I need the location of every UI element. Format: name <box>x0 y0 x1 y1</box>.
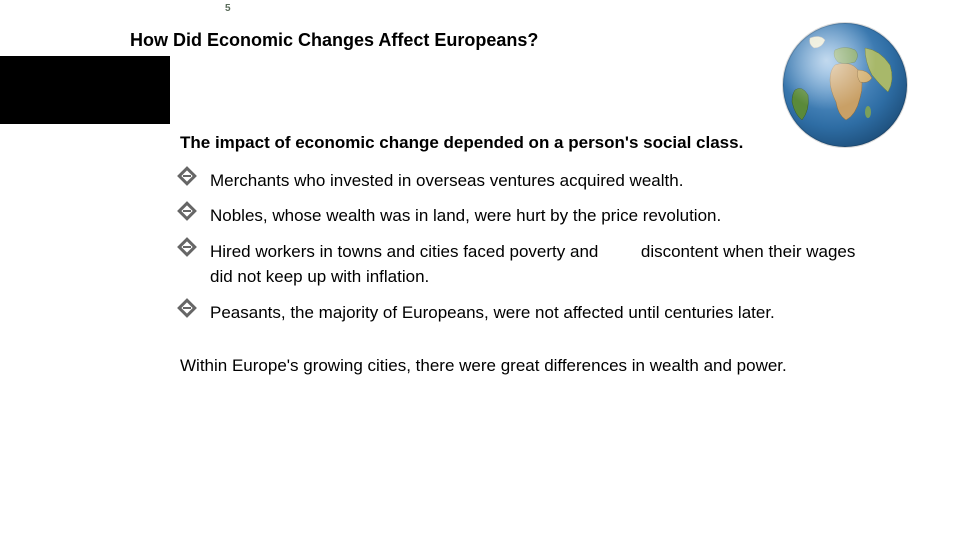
list-item: Hired workers in towns and cities faced … <box>180 239 860 290</box>
accent-bar <box>0 56 170 124</box>
page-number: 5 <box>225 3 231 14</box>
list-item: Merchants who invested in overseas ventu… <box>180 168 860 194</box>
bullet-text: Hired workers in towns and cities faced … <box>210 242 855 287</box>
list-item: Peasants, the majority of Europeans, wer… <box>180 300 860 326</box>
bullet-list: Merchants who invested in overseas ventu… <box>180 168 860 326</box>
slide-title: How Did Economic Changes Affect European… <box>130 30 538 51</box>
closing-text: Within Europe's growing cities, there we… <box>180 353 860 379</box>
intro-text: The impact of economic change depended o… <box>180 130 860 156</box>
content-area: The impact of economic change depended o… <box>180 130 860 379</box>
slide: 5 How Did Economic Changes Affect Europe… <box>0 0 960 540</box>
list-item: Nobles, whose wealth was in land, were h… <box>180 203 860 229</box>
diamond-bullet-icon <box>177 298 197 318</box>
diamond-bullet-icon <box>177 201 197 221</box>
diamond-bullet-icon <box>177 237 197 257</box>
bullet-text: Peasants, the majority of Europeans, wer… <box>210 303 775 322</box>
bullet-text: Nobles, whose wealth was in land, were h… <box>210 206 721 225</box>
bullet-text: Merchants who invested in overseas ventu… <box>210 171 683 190</box>
diamond-bullet-icon <box>177 166 197 186</box>
